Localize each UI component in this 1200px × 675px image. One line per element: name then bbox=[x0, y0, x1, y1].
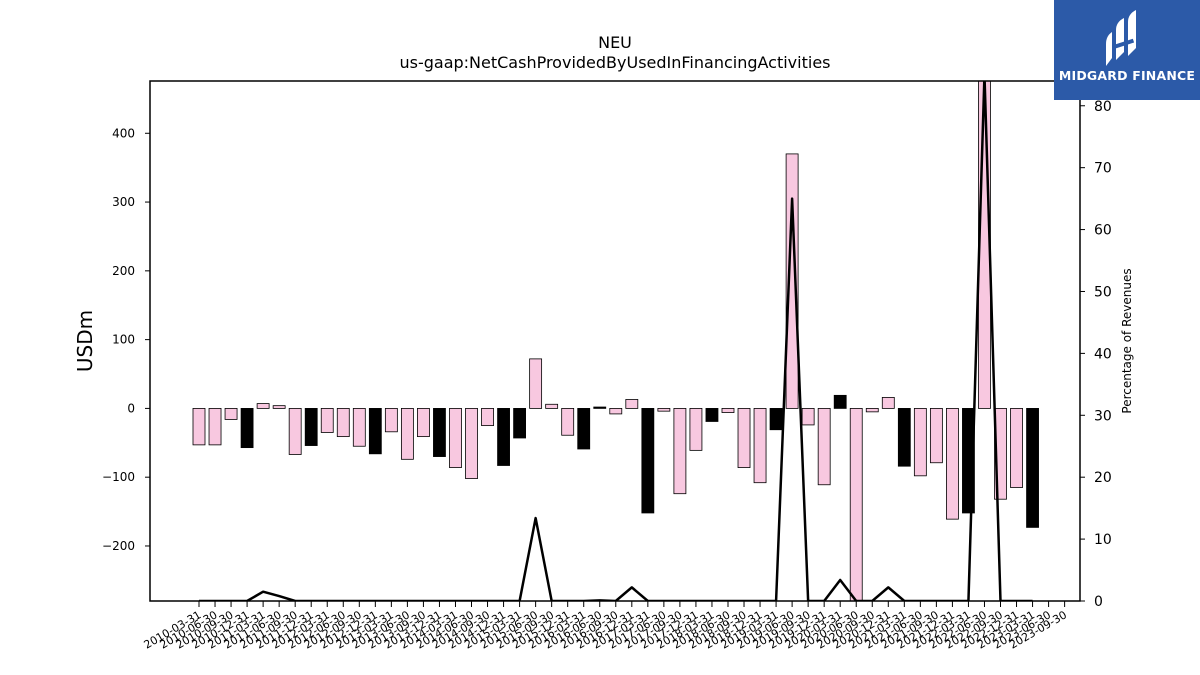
axes: −200−10001002003004000102030405060708020… bbox=[102, 99, 1112, 652]
bar bbox=[384, 408, 398, 433]
bar bbox=[272, 405, 286, 409]
bar bbox=[192, 408, 206, 446]
y2-tick-label: 80 bbox=[1094, 99, 1112, 115]
bar bbox=[609, 408, 623, 415]
y-tick-label: 100 bbox=[112, 333, 135, 347]
bar bbox=[545, 403, 559, 409]
bar bbox=[1010, 408, 1023, 488]
logo-text: MIDGARD FINANCE bbox=[1058, 68, 1196, 83]
bar bbox=[785, 153, 799, 409]
midgard-finance-logo: MIDGARD FINANCE bbox=[1054, 0, 1200, 100]
bar bbox=[673, 408, 687, 495]
y2-tick-label: 30 bbox=[1094, 408, 1112, 424]
bar bbox=[256, 403, 270, 409]
bar bbox=[593, 406, 607, 409]
bar bbox=[288, 408, 302, 455]
y2-tick-label: 40 bbox=[1094, 346, 1112, 362]
y2-tick-label: 10 bbox=[1094, 532, 1112, 548]
y-tick-label: −200 bbox=[102, 539, 135, 553]
bar bbox=[240, 408, 254, 449]
bar bbox=[737, 408, 751, 468]
y-tick-label: 200 bbox=[112, 264, 135, 278]
bar bbox=[577, 408, 591, 450]
bar bbox=[304, 408, 318, 446]
bar bbox=[913, 408, 927, 477]
plot-area bbox=[192, 81, 1039, 601]
plot-frame bbox=[149, 80, 1081, 602]
logo-mark-icon bbox=[1106, 10, 1136, 66]
y2-tick-label: 20 bbox=[1094, 470, 1112, 486]
bar bbox=[849, 408, 863, 601]
bar bbox=[400, 408, 414, 460]
bar bbox=[465, 408, 478, 479]
bar bbox=[881, 396, 895, 409]
bar bbox=[625, 399, 639, 409]
bar bbox=[208, 408, 222, 446]
bar bbox=[433, 408, 446, 457]
chart-title: NEU bbox=[598, 33, 632, 52]
bar bbox=[641, 408, 655, 514]
bar bbox=[352, 408, 366, 447]
y2-tick-label: 70 bbox=[1094, 161, 1112, 177]
bar bbox=[705, 408, 719, 422]
bar bbox=[753, 408, 767, 484]
bar bbox=[897, 408, 911, 467]
bar bbox=[481, 408, 494, 427]
bar bbox=[801, 408, 815, 426]
percentage-line bbox=[199, 81, 1033, 601]
bar bbox=[833, 394, 847, 409]
bar bbox=[224, 408, 238, 420]
bar bbox=[689, 408, 703, 451]
bar bbox=[497, 408, 510, 466]
bar bbox=[320, 408, 334, 433]
y2-tick-label: 50 bbox=[1094, 284, 1112, 300]
y-tick-label: −100 bbox=[102, 470, 135, 484]
bar bbox=[1026, 408, 1039, 528]
bar bbox=[657, 408, 671, 412]
y-axis-label: USDm bbox=[73, 310, 97, 372]
y-tick-label: 300 bbox=[112, 195, 135, 209]
bar bbox=[336, 408, 350, 438]
bar bbox=[946, 408, 959, 520]
bar bbox=[721, 408, 735, 413]
y2-axis-label: Percentage of Revenues bbox=[1120, 268, 1134, 413]
bar bbox=[769, 408, 783, 431]
y2-tick-label: 0 bbox=[1094, 594, 1103, 610]
bar bbox=[529, 358, 543, 409]
bar bbox=[817, 408, 831, 486]
bar bbox=[865, 408, 879, 413]
y-tick-label: 400 bbox=[112, 126, 135, 140]
chart-subtitle: us-gaap:NetCashProvidedByUsedInFinancing… bbox=[399, 53, 830, 72]
bar bbox=[449, 408, 462, 468]
bar bbox=[513, 408, 526, 439]
bar bbox=[417, 408, 430, 438]
y-tick-label: 0 bbox=[127, 401, 135, 415]
y2-tick-label: 60 bbox=[1094, 223, 1112, 239]
bar bbox=[561, 408, 575, 436]
bar bbox=[368, 408, 382, 455]
bar bbox=[929, 408, 943, 464]
